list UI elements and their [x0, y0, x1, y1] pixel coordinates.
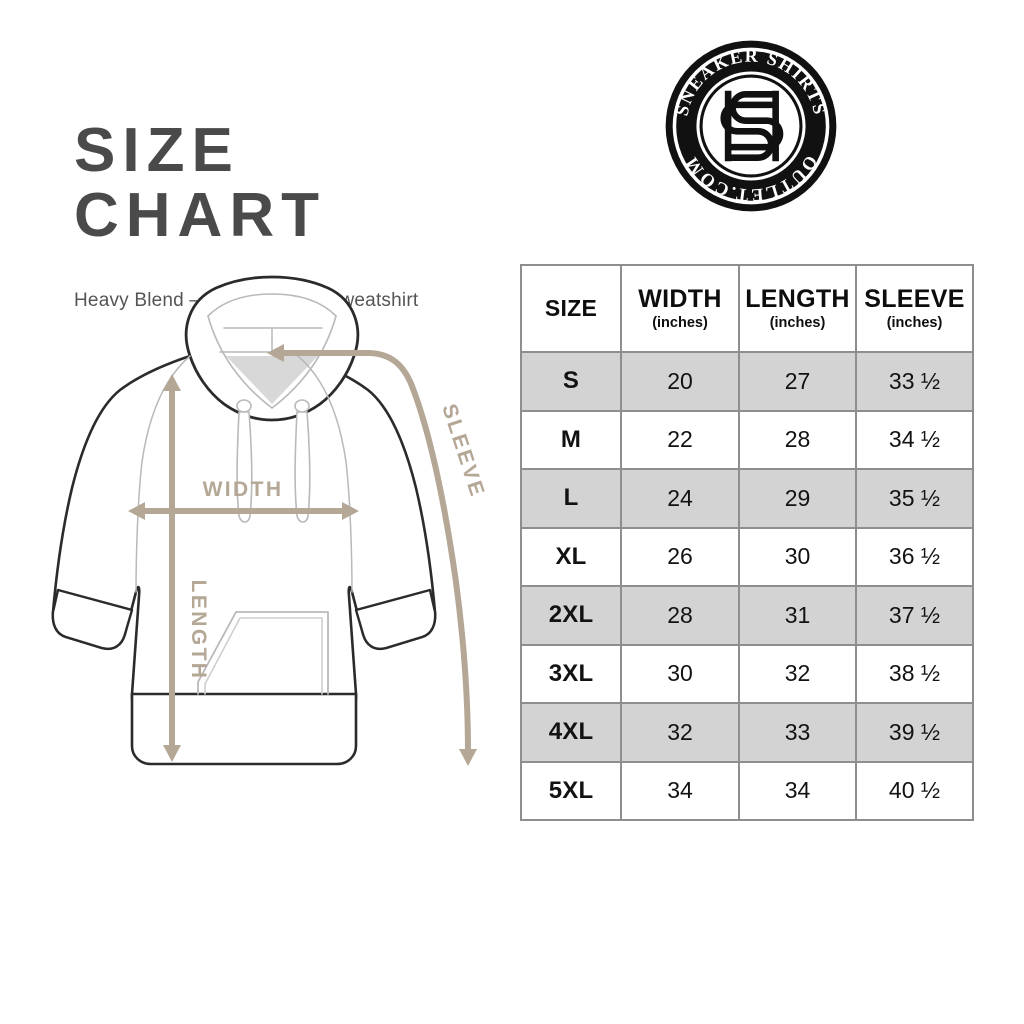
hoodie-eyelet-left: [236, 399, 252, 413]
cell-width: 22: [620, 409, 740, 470]
cell-width: 28: [620, 585, 740, 646]
cell-size: 5XL: [520, 760, 622, 821]
logo-monogram: [720, 90, 784, 162]
table-row: 5XL 34 34 40 ½: [520, 760, 974, 821]
cell-width: 34: [620, 760, 740, 821]
cell-size: 2XL: [520, 585, 622, 646]
cell-size: 3XL: [520, 643, 622, 704]
cell-length: 30: [738, 526, 857, 587]
table-row: S 20 27 33 ½: [520, 351, 974, 412]
sleeve-arrow-head-start: [267, 344, 284, 362]
table-row: 4XL 32 33 39 ½: [520, 702, 974, 763]
width-arrow-head-right: [342, 502, 359, 520]
cell-sleeve: 34 ½: [855, 409, 974, 470]
column-header-length-label: LENGTH: [745, 285, 850, 314]
cell-length: 33: [738, 702, 857, 763]
cell-size: L: [520, 468, 622, 529]
cell-sleeve: 39 ½: [855, 702, 974, 763]
sleeve-arrow-head-end: [459, 749, 477, 766]
hoodie-drawstring-right: [294, 411, 311, 523]
hoodie-hood-inner-2: [207, 315, 273, 409]
hoodie-drawstring-left: [236, 411, 253, 523]
cell-sleeve: 38 ½: [855, 643, 974, 704]
brand-logo-icon: SNEAKER SHIRTS OUTLET.COM: [665, 40, 837, 212]
column-header-size: SIZE: [520, 264, 622, 353]
hoodie-right-cuff: [354, 588, 437, 650]
cell-width: 20: [620, 351, 740, 412]
cell-length: 34: [738, 760, 857, 821]
hoodie-pocket-inner: [204, 617, 323, 695]
length-arrow-head-bottom: [163, 745, 181, 762]
cell-size: 4XL: [520, 702, 622, 763]
cell-length: 28: [738, 409, 857, 470]
brand-logo: SNEAKER SHIRTS OUTLET.COM: [663, 38, 839, 214]
cell-sleeve: 35 ½: [855, 468, 974, 529]
cell-length: 32: [738, 643, 857, 704]
column-header-sleeve: SLEEVE (inches): [855, 264, 974, 353]
column-header-width-label: WIDTH: [638, 285, 722, 314]
column-header-width-unit: (inches): [652, 314, 708, 331]
cell-length: 31: [738, 585, 857, 646]
hoodie-illustration: WIDTH LENGTH SLEEVE: [40, 262, 520, 842]
length-label: LENGTH: [187, 580, 210, 681]
table-row: XL 26 30 36 ½: [520, 526, 974, 587]
hoodie-neck-shade: [226, 356, 318, 404]
hoodie-hood-inner-3: [271, 315, 337, 409]
hoodie-eyelet-right: [294, 399, 310, 413]
size-table-container: SIZE WIDTH (inches) LENGTH (inches) SLEE…: [520, 264, 974, 821]
column-header-sleeve-unit: (inches): [886, 314, 943, 331]
cell-size: XL: [520, 526, 622, 587]
page-title: SIZE CHART: [74, 116, 326, 251]
table-row: M 22 28 34 ½: [520, 409, 974, 470]
cell-width: 30: [620, 643, 740, 704]
cell-sleeve: 36 ½: [855, 526, 974, 587]
column-header-sleeve-label: SLEEVE: [864, 285, 965, 314]
width-arrow-head-left: [128, 502, 145, 520]
column-header-width: WIDTH (inches): [620, 264, 740, 353]
hoodie-left-cuff: [51, 588, 134, 650]
table-header-row: SIZE WIDTH (inches) LENGTH (inches) SLEE…: [520, 264, 974, 353]
size-table: SIZE WIDTH (inches) LENGTH (inches) SLEE…: [520, 264, 974, 821]
table-row: L 24 29 35 ½: [520, 468, 974, 529]
cell-sleeve: 37 ½: [855, 585, 974, 646]
cell-size: M: [520, 409, 622, 470]
sleeve-arrow-line: [278, 350, 471, 755]
size-table-body: S 20 27 33 ½ M 22 28 34 ½ L 24 29 35 ½ XL 26 30 36 ½ 2XL…: [520, 351, 974, 821]
cell-width: 26: [620, 526, 740, 587]
column-header-size-label: SIZE: [544, 295, 598, 322]
width-label: WIDTH: [203, 478, 284, 501]
cell-length: 29: [738, 468, 857, 529]
sleeve-label: SLEEVE: [437, 401, 489, 501]
column-header-length-unit: (inches): [769, 314, 826, 331]
table-row: 2XL 28 31 37 ½: [520, 585, 974, 646]
hoodie-shoulder-right: [297, 355, 353, 593]
column-header-length: LENGTH (inches): [738, 264, 857, 353]
hoodie-pocket: [197, 611, 329, 695]
size-table-head: SIZE WIDTH (inches) LENGTH (inches) SLEE…: [520, 264, 974, 353]
cell-width: 32: [620, 702, 740, 763]
cell-length: 27: [738, 351, 857, 412]
length-arrow-head-top: [163, 374, 181, 391]
hoodie-hood-inner: [207, 293, 337, 317]
hoodie-hem-band: [130, 692, 358, 766]
cell-sleeve: 40 ½: [855, 760, 974, 821]
table-row: 3XL 30 32 38 ½: [520, 643, 974, 704]
cell-sleeve: 33 ½: [855, 351, 974, 412]
cell-size: S: [520, 351, 622, 412]
cell-width: 24: [620, 468, 740, 529]
